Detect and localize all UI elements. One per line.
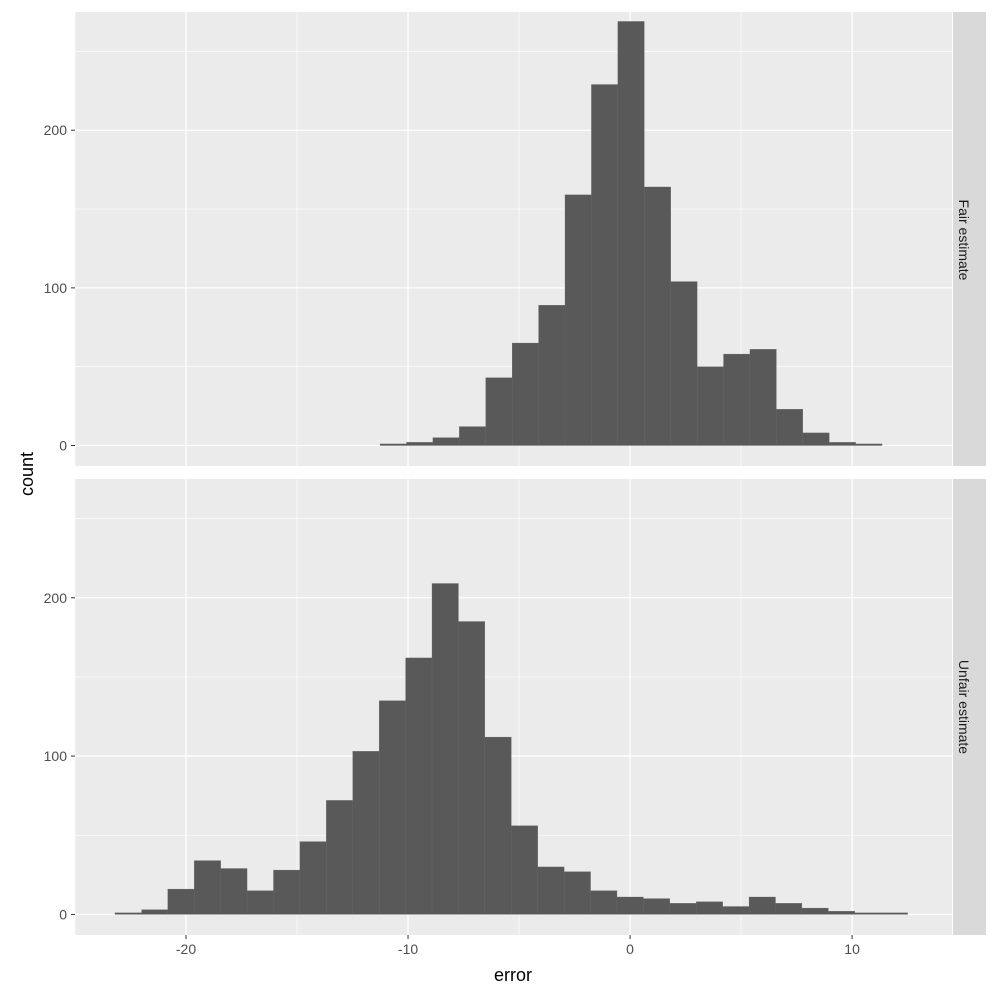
histogram-bar-unfair-12 [431, 583, 459, 915]
histogram-bar-unfair-17 [563, 871, 591, 915]
facet-panel-fair [74, 12, 952, 466]
histogram-bar-unfair-9 [352, 751, 380, 915]
histogram-bar-unfair-10 [379, 700, 406, 915]
facet-panel-unfair [74, 479, 952, 935]
histogram-bar-unfair-22 [696, 901, 723, 915]
y-tick-label: 0 [59, 906, 67, 922]
histogram-bar-unfair-20 [643, 898, 670, 915]
facet-strip-unfair [953, 479, 986, 935]
histogram-bar-unfair-2 [167, 888, 195, 915]
histogram-bar-unfair-7 [299, 841, 327, 915]
histogram-bar-unfair-0 [114, 912, 142, 915]
histogram-bar-unfair-23 [722, 906, 750, 915]
x-axis: -20 -10 0 10 [176, 935, 860, 957]
histogram-bar-unfair-15 [511, 825, 538, 915]
histogram-bar-fair-1 [406, 442, 434, 446]
x-tick-label: 0 [626, 941, 634, 957]
histogram-bar-fair-7 [564, 194, 592, 446]
histogram-bar-unfair-19 [616, 896, 644, 915]
histogram-bar-unfair-14 [484, 736, 512, 915]
histogram-bar-fair-15 [776, 409, 803, 446]
histogram-bar-fair-3 [459, 426, 486, 446]
facet-strip-label-unfair: Unfair estimate [956, 660, 972, 754]
histogram-bar-unfair-28 [854, 912, 882, 915]
histogram-bar-unfair-5 [246, 890, 274, 915]
histogram-bar-fair-6 [538, 305, 566, 446]
histogram-bar-unfair-6 [273, 869, 301, 915]
histogram-bar-fair-13 [723, 353, 751, 446]
histogram-bar-unfair-24 [748, 896, 776, 915]
histogram-bar-unfair-3 [194, 860, 221, 915]
histogram-bar-fair-10 [644, 186, 671, 446]
histogram-bar-unfair-1 [141, 909, 168, 915]
histogram-bar-fair-9 [617, 21, 645, 446]
y-tick-label: 100 [44, 748, 68, 764]
histogram-bar-fair-4 [485, 377, 513, 446]
histogram-bar-fair-14 [749, 349, 777, 446]
histogram-bar-unfair-27 [828, 911, 855, 915]
histogram-bar-unfair-16 [537, 866, 565, 915]
histogram-bar-fair-16 [802, 432, 830, 446]
histogram-bar-unfair-8 [326, 800, 353, 915]
x-axis-title: error [494, 965, 532, 985]
histogram-bar-fair-2 [432, 437, 460, 446]
histogram-bar-fair-17 [829, 442, 856, 446]
facet-strip-label-fair: Fair estimate [956, 200, 972, 281]
y-tick-label: 200 [44, 590, 68, 606]
histogram-bar-unfair-18 [590, 890, 618, 915]
histogram-bar-fair-18 [855, 443, 883, 446]
y-tick-label: 100 [44, 280, 68, 296]
histogram-bar-unfair-13 [458, 621, 486, 915]
y-axis-fair: 0 100 200 [44, 122, 75, 454]
y-tick-label: 0 [59, 438, 67, 454]
x-tick-label: -20 [176, 941, 196, 957]
histogram-bar-unfair-4 [220, 868, 248, 915]
x-tick-label: -10 [398, 941, 418, 957]
histogram-bar-fair-0 [379, 443, 407, 446]
y-axis-title: count [17, 452, 37, 496]
histogram-bar-unfair-26 [801, 907, 829, 915]
histogram-bar-unfair-25 [775, 903, 803, 915]
y-axis-unfair: 0 100 200 [44, 590, 75, 922]
histogram-bar-fair-5 [512, 342, 539, 446]
histogram-bar-unfair-29 [881, 912, 908, 915]
x-tick-label: 10 [844, 941, 860, 957]
histogram-bar-fair-11 [670, 281, 698, 446]
histogram-bar-fair-12 [696, 366, 724, 446]
histogram-bar-fair-8 [591, 84, 619, 446]
histogram-bar-unfair-21 [669, 903, 697, 915]
facet-strip-fair [953, 12, 986, 466]
y-tick-label: 200 [44, 122, 68, 138]
histogram-bar-unfair-11 [405, 657, 433, 915]
